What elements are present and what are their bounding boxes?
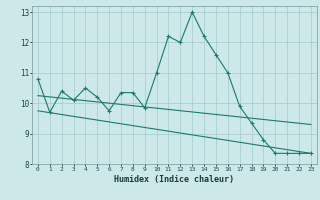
X-axis label: Humidex (Indice chaleur): Humidex (Indice chaleur) — [115, 175, 234, 184]
